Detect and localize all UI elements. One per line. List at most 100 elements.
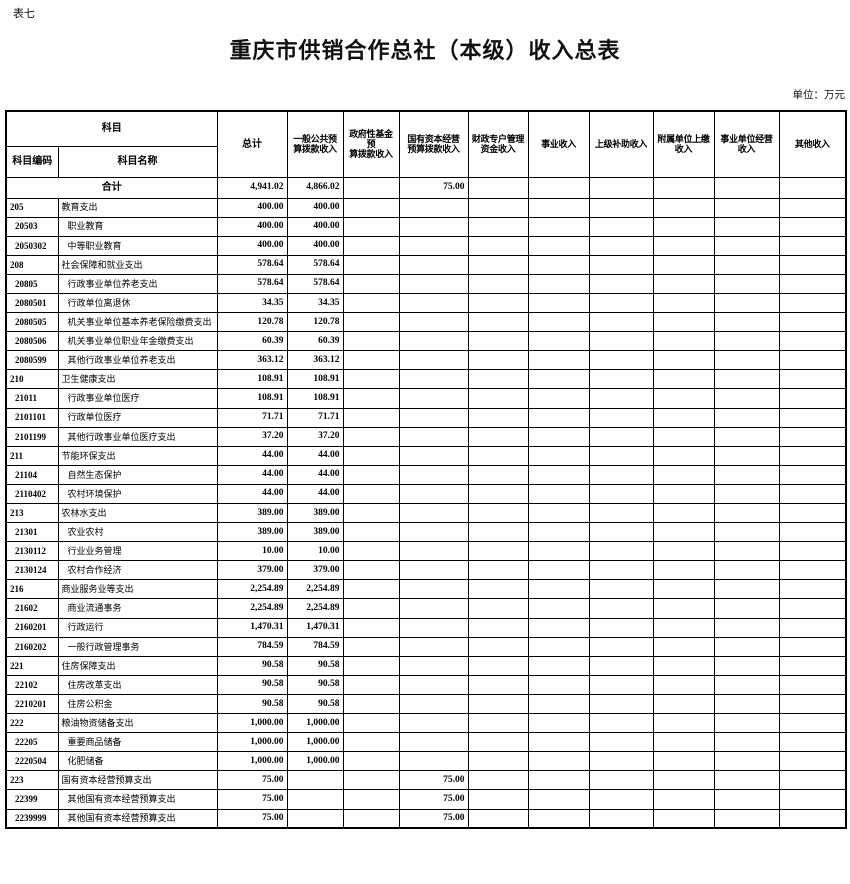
- subject-code-cell: 213: [5, 502, 59, 524]
- table-row: 2239999 其他国有资本经营预算支出 75.00 75.00: [5, 808, 847, 829]
- value-cell: 44.00: [286, 483, 344, 505]
- value-cell: [588, 579, 654, 600]
- value-cell: [398, 235, 469, 256]
- value-cell: [467, 388, 529, 409]
- table-row: 2130124 农村合作经济 379.00 379.00: [5, 560, 847, 581]
- grand-total-row: 合计 4,941.02 4,866.02 75.00: [5, 176, 847, 199]
- value-cell: [527, 445, 590, 466]
- value-cell: [713, 713, 780, 734]
- subject-code-cell: 205: [5, 197, 59, 218]
- value-cell: [342, 445, 400, 466]
- value-cell: [588, 617, 654, 638]
- value-cell: [342, 522, 400, 543]
- value-cell: [527, 369, 590, 390]
- table-row: 22205 重要商品储备 1,000.00 1,000.00: [5, 732, 847, 753]
- grand-total-label: 合计: [5, 176, 218, 199]
- value-cell: [398, 732, 469, 753]
- value-cell: [778, 636, 847, 657]
- subject-code-cell: 2160202: [5, 636, 59, 657]
- value-cell: [778, 732, 847, 753]
- value-cell: [527, 388, 590, 409]
- value-cell: [778, 445, 847, 466]
- value-cell: [588, 254, 654, 275]
- value-cell: [467, 617, 529, 638]
- subject-name-cell: 其他国有资本经营预算支出: [57, 808, 218, 829]
- value-cell: [778, 235, 847, 256]
- table-row: 2160201 行政运行 1,470.31 1,470.31: [5, 617, 847, 638]
- subject-name-cell: 其他行政事业单位养老支出: [57, 350, 218, 371]
- subject-code-cell: 2130112: [5, 541, 59, 562]
- value-cell: [652, 636, 715, 657]
- value-cell: 389.00: [286, 502, 344, 524]
- subject-code-cell: 210: [5, 369, 59, 390]
- value-cell: [398, 445, 469, 466]
- subject-name-cell: 农村环境保护: [57, 483, 218, 505]
- value-cell: [527, 789, 590, 810]
- value-cell: [467, 176, 529, 199]
- value-cell: [778, 197, 847, 218]
- value-cell: [778, 216, 847, 237]
- table-row: 20805 行政事业单位养老支出 578.64 578.64: [5, 273, 847, 294]
- value-cell: [467, 674, 529, 695]
- value-cell: [652, 312, 715, 333]
- subject-code-cell: 216: [5, 579, 59, 600]
- value-cell: [588, 693, 654, 715]
- value-cell: 2,254.89: [216, 598, 288, 619]
- value-cell: [713, 483, 780, 505]
- value-cell: [342, 350, 400, 371]
- value-cell: [527, 598, 590, 619]
- subject-name-cell: 住房保障支出: [57, 655, 218, 676]
- value-cell: 44.00: [216, 445, 288, 466]
- table-row: 21104 自然生态保护 44.00 44.00: [5, 464, 847, 485]
- subject-code-cell: 21301: [5, 522, 59, 543]
- value-cell: [398, 197, 469, 218]
- value-cell: [342, 197, 400, 218]
- table-row: 2101101 行政单位医疗 71.71 71.71: [5, 407, 847, 428]
- value-cell: [467, 331, 529, 352]
- value-cell: [588, 426, 654, 447]
- subject-name-cell: 农林水支出: [57, 502, 218, 524]
- value-cell: [713, 541, 780, 562]
- value-cell: [527, 636, 590, 657]
- value-cell: [342, 235, 400, 256]
- value-cell: [778, 464, 847, 485]
- value-cell: [286, 770, 344, 791]
- subject-code-cell: 21602: [5, 598, 59, 619]
- value-cell: [342, 560, 400, 581]
- table-row: 21602 商业流通事务 2,254.89 2,254.89: [5, 598, 847, 619]
- value-cell: 784.59: [216, 636, 288, 657]
- header-col-fiscal-special-account: 财政专户管理 资金收入: [467, 110, 529, 178]
- value-cell: 1,470.31: [216, 617, 288, 638]
- value-cell: [588, 713, 654, 734]
- value-cell: [713, 350, 780, 371]
- table-number-label: 表七: [13, 8, 35, 20]
- value-cell: [527, 292, 590, 314]
- value-cell: [342, 176, 400, 199]
- value-cell: [467, 693, 529, 715]
- subject-name-cell: 中等职业教育: [57, 235, 218, 256]
- value-cell: [778, 674, 847, 695]
- value-cell: [342, 693, 400, 715]
- value-cell: [527, 312, 590, 333]
- subject-code-cell: 222: [5, 713, 59, 734]
- value-cell: [778, 598, 847, 619]
- value-cell: [588, 273, 654, 294]
- value-cell: [713, 617, 780, 638]
- value-cell: [713, 176, 780, 199]
- table-row: 223 国有资本经营预算支出 75.00 75.00: [5, 770, 847, 791]
- value-cell: [398, 388, 469, 409]
- table-row: 216 商业服务业等支出 2,254.89 2,254.89: [5, 579, 847, 600]
- subject-code-cell: 20805: [5, 273, 59, 294]
- value-cell: [713, 598, 780, 619]
- value-cell: [467, 560, 529, 581]
- value-cell: 4,866.02: [286, 176, 344, 199]
- value-cell: [713, 808, 780, 829]
- subject-code-cell: 21104: [5, 464, 59, 485]
- value-cell: [467, 464, 529, 485]
- value-cell: [778, 502, 847, 524]
- value-cell: 389.00: [216, 522, 288, 543]
- value-cell: 10.00: [286, 541, 344, 562]
- value-cell: [588, 808, 654, 829]
- value-cell: [652, 808, 715, 829]
- value-cell: [527, 407, 590, 428]
